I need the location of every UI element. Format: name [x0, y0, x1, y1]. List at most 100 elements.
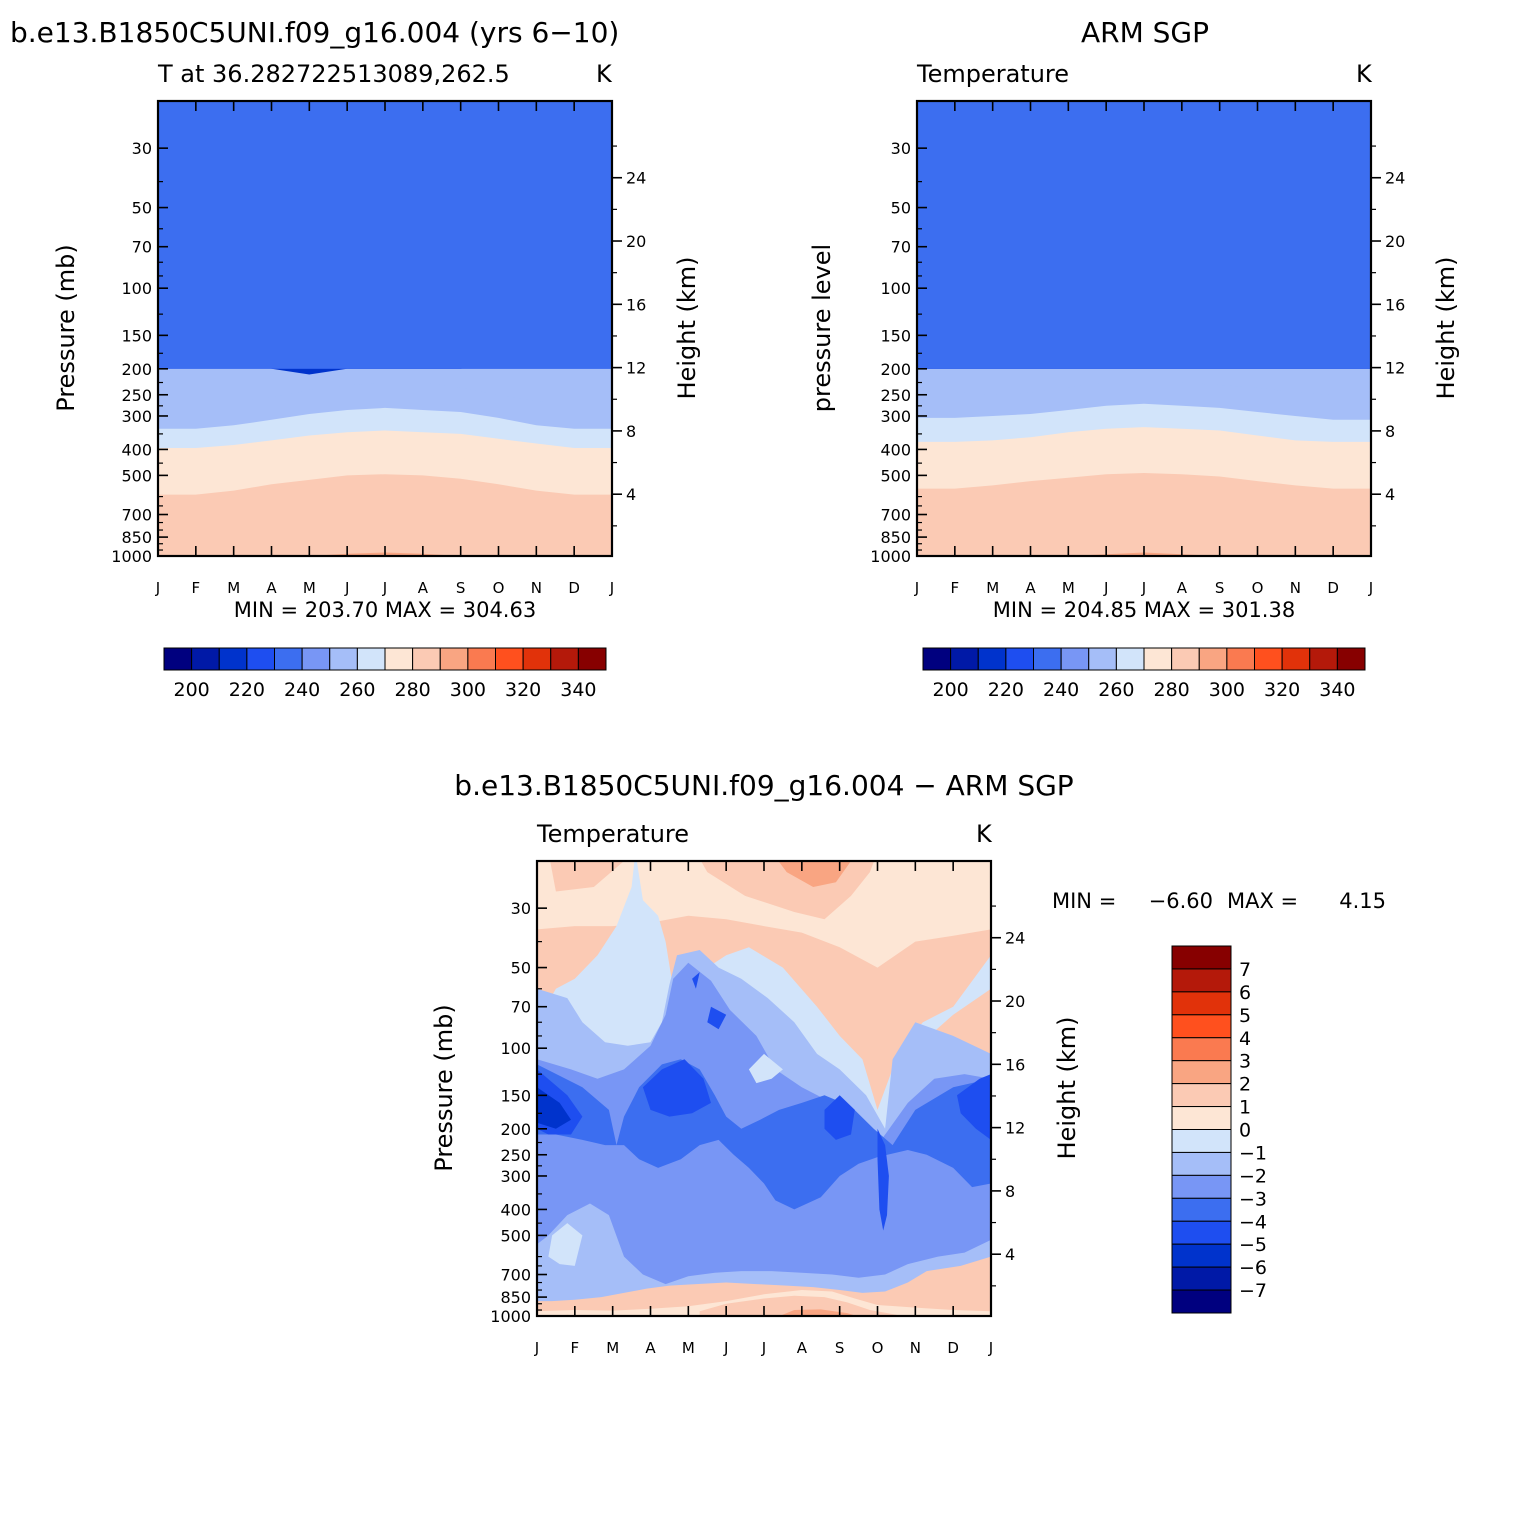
colorbar-label: 0 [1239, 1120, 1251, 1142]
colorbar-label: 4 [1239, 1028, 1251, 1050]
pressure-tick-label: 70 [891, 238, 911, 257]
model-ylabel-right: Height (km) [673, 257, 701, 400]
colorbar-cell [522, 647, 552, 671]
height-tick-label: 8 [1005, 1182, 1015, 1201]
model-ylabel: Pressure (mb) [52, 244, 80, 411]
height-tick-label: 24 [626, 169, 646, 188]
colorbar-label: 300 [450, 679, 486, 701]
colorbar-cell [439, 647, 469, 671]
height-tick-label: 12 [626, 359, 646, 378]
month-label: M [682, 1339, 695, 1357]
contour-region-13 [537, 1087, 571, 1129]
contour-region-20 [699, 1295, 897, 1316]
colorbar-label: 320 [505, 679, 541, 701]
contour-band-230 [917, 101, 1371, 369]
colorbar-cell [1171, 991, 1232, 1016]
pressure-tick-label: 100 [880, 279, 911, 298]
pressure-tick-label: 200 [880, 360, 911, 379]
colorbar-label: −1 [1239, 1142, 1267, 1164]
arm-title: ARM SGP [1081, 16, 1209, 49]
arm-colorbar: 200 220 240 260 280 300 320 340 [922, 647, 1366, 701]
colorbar-label: −3 [1239, 1188, 1267, 1210]
colorbar-cell [274, 647, 303, 671]
contour-region-10 [642, 1059, 711, 1117]
colorbar-label: 7 [1239, 959, 1251, 981]
colorbar-label: 240 [1043, 679, 1079, 701]
colorbar-cell [1171, 1106, 1232, 1130]
height-tick-label: 8 [626, 422, 636, 441]
arm-left-label: Temperature [916, 60, 1069, 88]
colorbar-label: 220 [988, 679, 1024, 701]
colorbar-cell [1281, 647, 1311, 671]
pressure-tick-label: 150 [880, 326, 911, 345]
colorbar-label: 3 [1239, 1051, 1251, 1073]
pressure-tick-label: 30 [891, 139, 911, 158]
month-label: O [493, 579, 505, 597]
pressure-tick-label: 300 [880, 407, 911, 426]
arm-ylabel-right: Height (km) [1432, 257, 1460, 400]
colorbar-label: −6 [1239, 1257, 1267, 1279]
colorbar-label: 260 [1098, 679, 1134, 701]
colorbar-label: 200 [932, 679, 968, 701]
height-tick-label: 12 [1385, 359, 1405, 378]
contour-field [158, 101, 612, 556]
month-label: S [835, 1339, 845, 1357]
colorbar-label: −7 [1239, 1280, 1267, 1302]
colorbar-label: 280 [394, 679, 430, 701]
month-label: A [1177, 579, 1188, 597]
pressure-tick-label: 70 [511, 998, 531, 1017]
contour-region-4 [945, 861, 965, 867]
contour-band-230 [158, 101, 612, 369]
month-label: J [1141, 579, 1146, 597]
pressure-tick-label: 700 [880, 506, 911, 525]
colorbar-label: 1 [1239, 1097, 1251, 1119]
colorbar-cell [384, 647, 414, 671]
month-label: A [266, 579, 277, 597]
contour-region-11 [824, 1095, 855, 1140]
colorbar-label: 2 [1239, 1074, 1251, 1096]
contour-band-295 [1134, 555, 1154, 556]
pressure-tick-label: 400 [500, 1200, 531, 1219]
pressure-tick-label: 50 [891, 199, 911, 218]
colorbar-cell [1171, 1151, 1232, 1176]
contour-region-17 [748, 1053, 783, 1084]
colorbar-label: −2 [1239, 1165, 1267, 1187]
height-tick-label: 24 [1005, 929, 1025, 948]
height-tick-label: 12 [1005, 1119, 1025, 1138]
model-colorbar: 200 220 240 260 280 300 320 340 [163, 647, 607, 701]
colorbar-cell [977, 647, 1007, 671]
month-label: J [382, 579, 387, 597]
colorbar-cell [922, 647, 952, 671]
month-label: S [1215, 579, 1225, 597]
month-label: F [571, 1339, 580, 1357]
month-label: O [1252, 579, 1264, 597]
colorbar-cell [1171, 1289, 1232, 1314]
colorbar-cell [246, 647, 275, 671]
colorbar-cell [1143, 647, 1173, 671]
pressure-tick-label: 200 [121, 360, 152, 379]
colorbar-label: 5 [1239, 1005, 1251, 1027]
pressure-tick-label: 30 [132, 139, 152, 158]
colorbar-cell [191, 647, 220, 671]
pressure-tick-label: 850 [880, 528, 911, 547]
month-label: J [344, 579, 349, 597]
contour-region-14 [877, 1128, 889, 1231]
pressure-tick-label: 850 [500, 1288, 531, 1307]
month-label: D [1327, 579, 1339, 597]
contour-region-22 [779, 1309, 857, 1316]
month-label: N [531, 579, 542, 597]
month-label: J [761, 1339, 766, 1357]
colorbar-cell [163, 647, 193, 671]
colorbar-cell [1171, 1129, 1232, 1153]
contour-region-18 [548, 1223, 583, 1266]
height-tick-label: 20 [626, 232, 646, 251]
pressure-tick-label: 200 [500, 1120, 531, 1139]
pressure-tick-label: 700 [500, 1266, 531, 1285]
pressure-tick-label: 700 [121, 506, 152, 525]
height-tick-label: 16 [1385, 295, 1405, 314]
colorbar-cell [1060, 647, 1090, 671]
colorbar-label: 340 [560, 679, 596, 701]
pressure-tick-label: 50 [132, 199, 152, 218]
colorbar-cell [1171, 1014, 1232, 1039]
